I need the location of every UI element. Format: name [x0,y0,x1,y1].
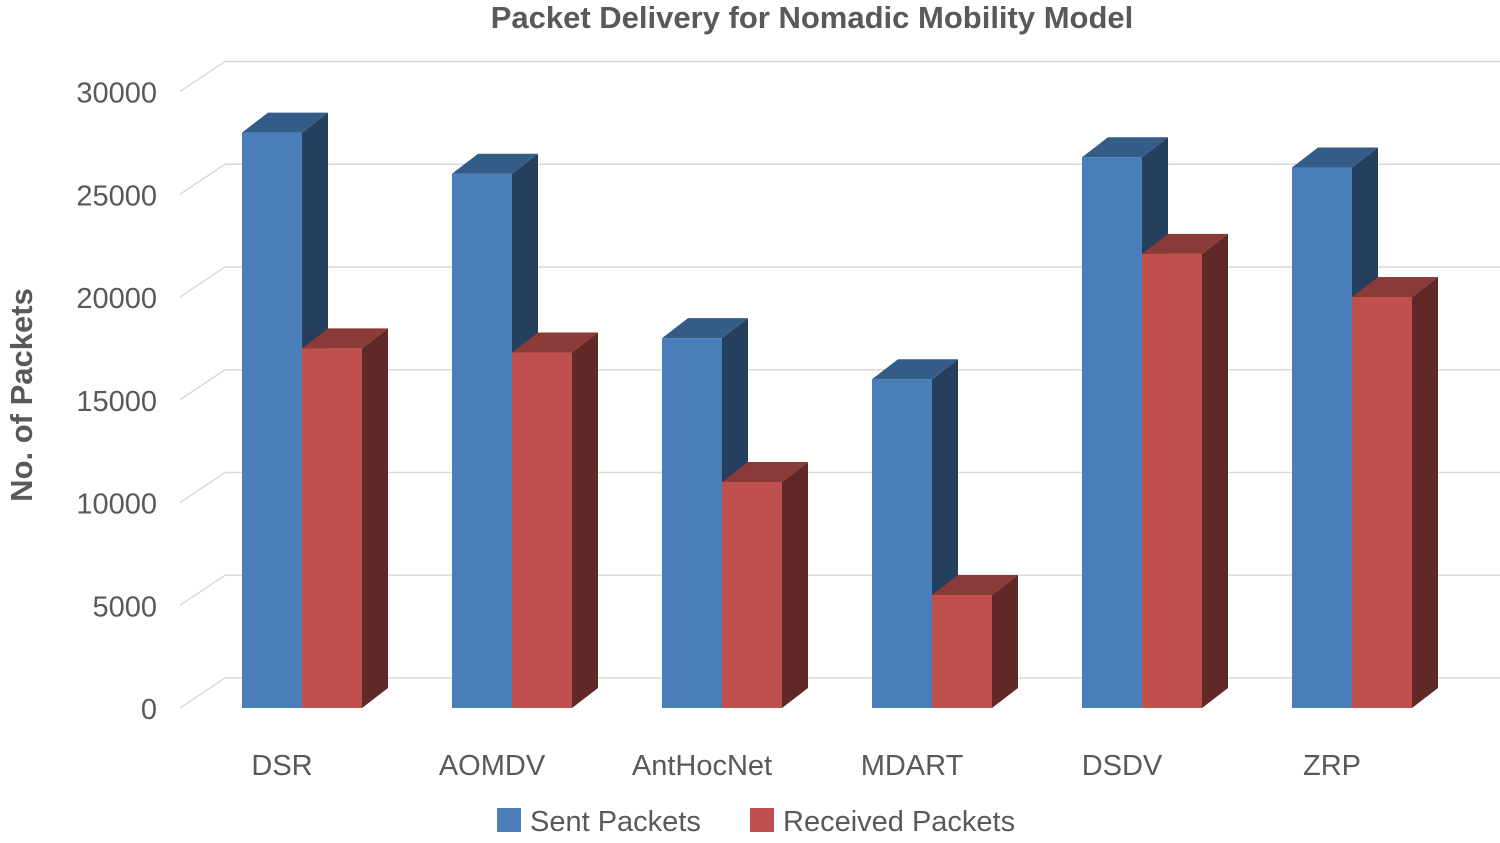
bar-front [662,338,722,708]
bar-top [302,328,388,349]
gridline-depth [179,369,226,401]
bar-front [872,379,932,708]
x-tick-label: DSDV [1082,750,1163,782]
gridline-depth [179,574,226,606]
bars [242,112,1438,709]
bar-front [512,352,572,708]
y-tick-label: 15000 [76,386,157,418]
y-tick-labels: 0 5000 10000 15000 20000 25000 30000 [76,78,157,727]
x-tick-label: AOMDV [439,750,546,782]
bar-top [452,153,538,174]
legend-item: Received Packets [750,806,1015,838]
x-tick-label: MDART [861,750,964,782]
axes: Packet Delivery for Nomadic Mobility Mod… [4,0,1133,502]
gridline-depth [179,163,226,195]
legend-label: Received Packets [783,806,1015,838]
gridline-depth [179,60,226,93]
chart-title: Packet Delivery for Nomadic Mobility Mod… [491,0,1134,35]
legend-item: Sent Packets [497,806,701,838]
bar-side [1202,233,1228,708]
bar-top [1142,233,1228,254]
bar-front [1142,253,1202,708]
bar [302,328,388,708]
x-tick-label: AntHocNet [632,750,772,782]
bar-top [722,461,808,482]
y-axis-label: No. of Packets [4,288,39,502]
bar [722,461,808,708]
legend: Sent Packets Received Packets [497,806,1015,838]
y-tick-label: 5000 [92,591,157,623]
bar-side [782,461,808,708]
y-tick-label: 25000 [76,180,157,212]
legend-swatch [497,808,521,832]
x-tick-labels: DSR AOMDV AntHocNet MDART DSDV ZRP [251,750,1361,782]
bar-front [452,173,512,708]
x-tick-label: DSR [251,750,312,782]
bar [512,332,598,708]
bar-top [1082,137,1168,158]
bar [1142,233,1228,708]
bar-front [1352,297,1412,708]
y-tick-label: 10000 [76,489,157,521]
bar [932,574,1018,708]
bar-top [932,574,1018,595]
gridline-depth [179,266,226,298]
y-tick-label: 30000 [76,78,157,110]
bar-front [932,594,992,708]
bar-front [722,481,782,708]
legend-swatch [750,808,774,832]
bar-side [1412,277,1438,708]
y-tick-label: 0 [141,694,157,726]
bar-top [662,318,748,339]
gridline-depth [179,677,226,709]
bar-top [872,359,958,380]
gridline-depth [179,471,226,504]
bar-front [242,132,302,709]
gridlines [179,60,1500,709]
bar-top [1352,277,1438,297]
bar-front [1292,167,1352,708]
y-tick-label: 20000 [76,283,157,315]
bar-side [572,332,598,708]
bar-top [512,332,598,353]
bar-front [302,348,362,708]
x-tick-label: ZRP [1303,750,1361,782]
legend-label: Sent Packets [530,806,701,838]
bar-top [1292,147,1378,168]
bar-front [1082,157,1142,708]
bar-side [992,574,1018,708]
bar [1352,277,1438,708]
bar-top [242,112,328,133]
bar-side [362,328,388,708]
